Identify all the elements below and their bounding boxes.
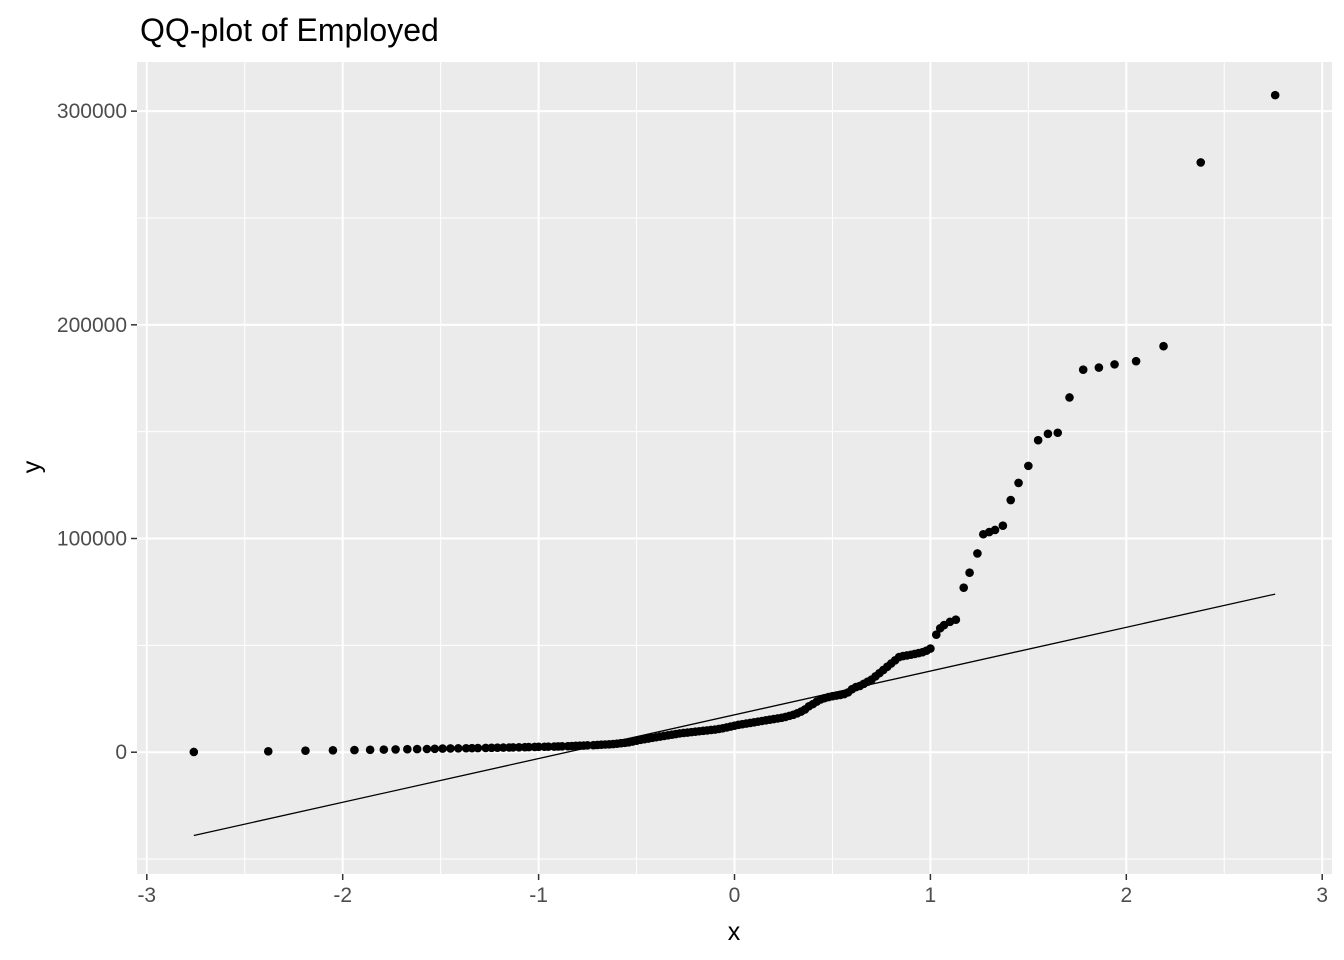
- x-tick-label: 1: [925, 884, 937, 907]
- sample-point: [1043, 429, 1053, 439]
- sample-point: [1196, 158, 1206, 167]
- sample-point: [1078, 365, 1088, 375]
- x-tick-label: -3: [137, 884, 156, 907]
- x-tick-label: 2: [1120, 884, 1132, 907]
- sample-point: [1159, 341, 1168, 351]
- x-tick-label: 0: [729, 884, 741, 907]
- sample-point: [1053, 428, 1063, 438]
- sample-point: [951, 615, 961, 625]
- sample-point: [1270, 90, 1280, 100]
- sample-point: [998, 521, 1008, 530]
- x-tick-label: -2: [333, 884, 352, 907]
- sample-point: [473, 743, 483, 753]
- sample-point: [453, 744, 463, 753]
- sample-point: [1033, 435, 1043, 445]
- sample-point: [391, 745, 400, 754]
- sample-point: [1014, 478, 1023, 488]
- sample-point: [430, 744, 440, 754]
- y-axis-title: y: [18, 460, 46, 473]
- x-axis-title: x: [728, 918, 741, 946]
- sample-point: [973, 549, 982, 558]
- sample-point: [1006, 495, 1016, 505]
- sample-point: [959, 583, 969, 592]
- y-tick-label: 300000: [57, 100, 127, 123]
- x-tick-label: 3: [1316, 884, 1328, 907]
- sample-point: [403, 744, 412, 754]
- chart-title: QQ-plot of Employed: [140, 12, 439, 48]
- sample-point: [965, 568, 974, 578]
- sample-point: [1131, 356, 1141, 366]
- sample-point: [1110, 360, 1119, 369]
- reference-line-layer: [193, 593, 1276, 837]
- sample-point: [365, 745, 375, 755]
- sample-point: [931, 630, 941, 639]
- sample-point: [990, 525, 1000, 535]
- sample-point: [926, 644, 935, 653]
- y-axis-ticks: 0 100000 200000 300000: [57, 100, 137, 764]
- sample-point: [379, 745, 389, 754]
- sample-points: [189, 90, 1280, 757]
- x-axis-ticks: -3 -2 -1 0 1 2 3: [137, 874, 1328, 907]
- sample-point: [301, 746, 310, 756]
- sample-point: [328, 745, 338, 755]
- sample-point: [1094, 363, 1104, 372]
- sample-point: [1065, 393, 1074, 402]
- x-tick-label: -1: [529, 884, 548, 907]
- sample-point: [412, 744, 422, 754]
- y-tick-label: 0: [115, 741, 127, 764]
- qq-reference-line: [193, 593, 1276, 837]
- y-tick-label: 100000: [57, 528, 127, 551]
- sample-point: [422, 744, 432, 754]
- sample-point: [446, 744, 455, 753]
- sample-point: [263, 747, 273, 756]
- sample-point: [350, 745, 359, 755]
- sample-point: [438, 744, 447, 753]
- sample-point: [189, 747, 199, 757]
- sample-point: [1024, 461, 1033, 471]
- y-tick-label: 200000: [57, 314, 127, 337]
